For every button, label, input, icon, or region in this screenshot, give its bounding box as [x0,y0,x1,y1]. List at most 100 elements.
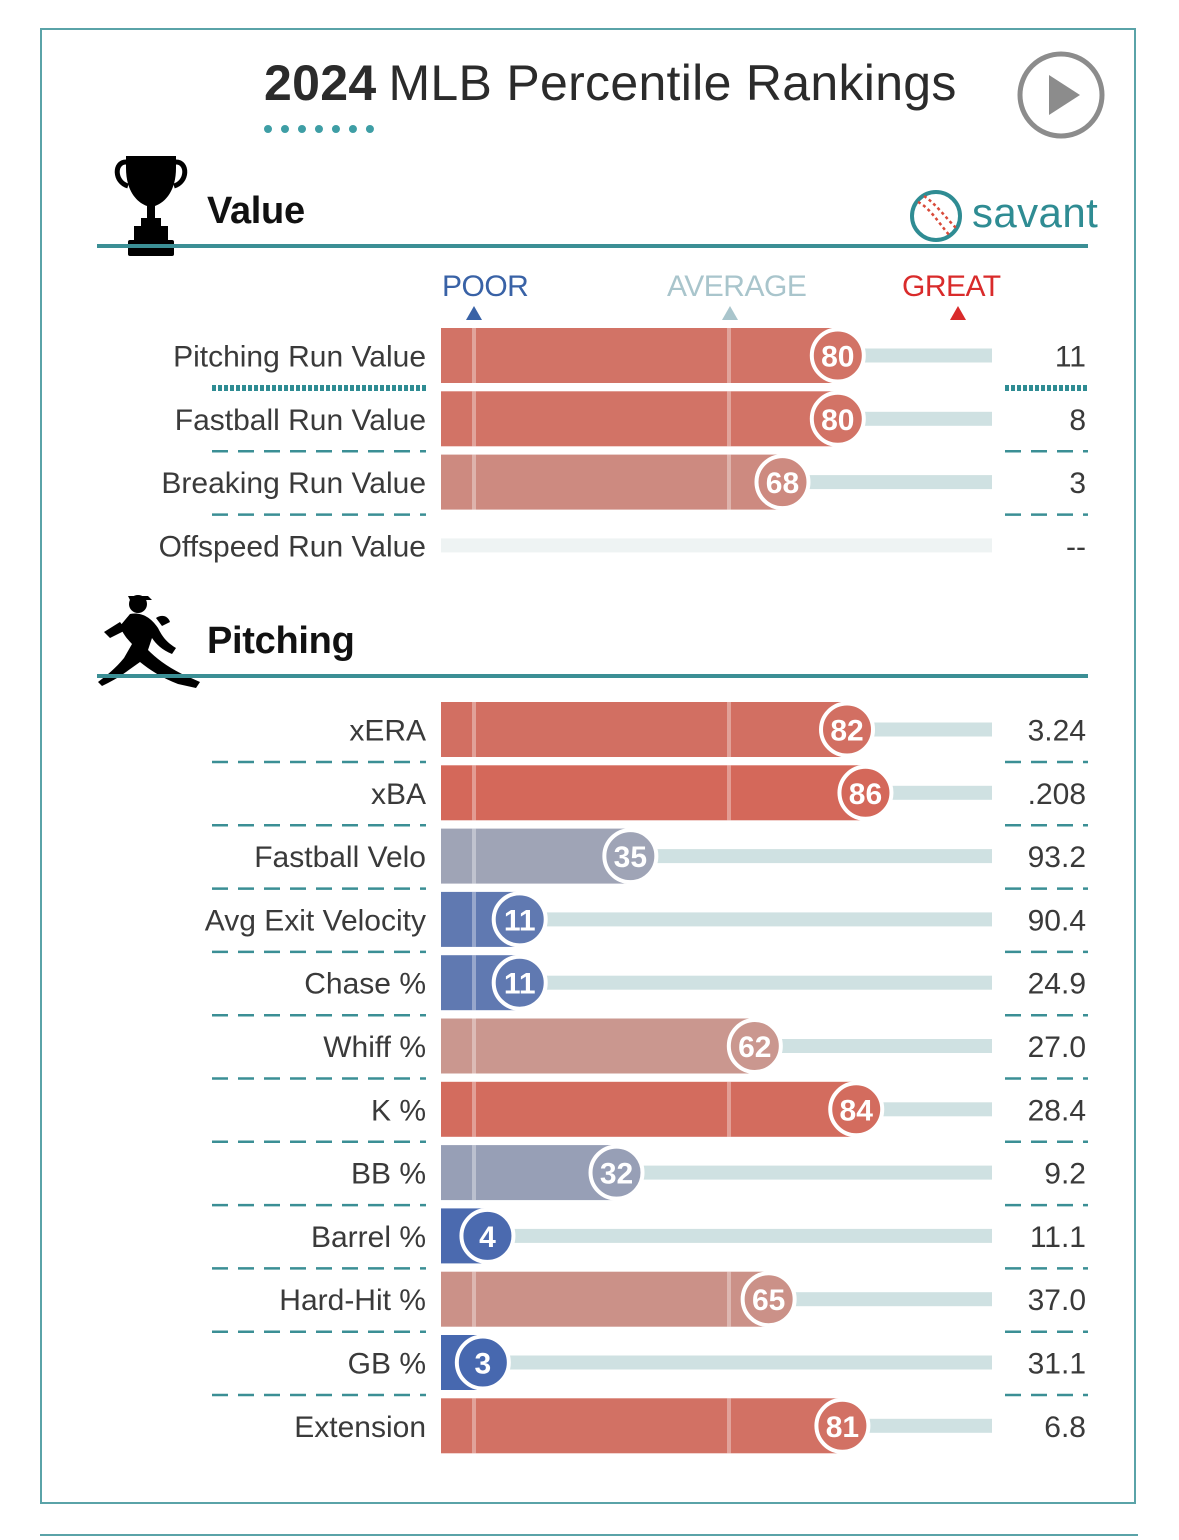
metric-value-k: 28.4 [1028,1094,1086,1127]
play-button[interactable] [1016,50,1106,140]
bar-xba[interactable] [441,765,866,821]
metric-label-avg-exit-velocity: Avg Exit Velocity [205,904,426,937]
metric-label-gb: GB % [348,1348,426,1381]
percentile-marker-breaking-run-value[interactable] [754,454,811,511]
percentile-label-hard-hit: 65 [752,1284,785,1317]
percentile-label-gb: 3 [474,1348,491,1381]
percentile-marker-xera[interactable] [819,701,876,758]
percentile-marker-pitching-run-value[interactable] [809,327,866,384]
metric-value-bb: 9.2 [1044,1158,1086,1191]
percentile-marker-fastball-run-value[interactable] [809,390,866,447]
title-year: 2024 [264,55,377,111]
bar-whiff[interactable] [441,1018,755,1074]
metric-value-barrel: 11.1 [1030,1221,1086,1254]
metric-value-fastball-velo: 93.2 [1028,841,1086,874]
percentile-marker-k[interactable] [828,1081,885,1138]
percentile-label-breaking-run-value: 68 [766,467,799,500]
track-xba [865,785,992,800]
track-chase [519,975,992,990]
bar-k[interactable] [441,1081,857,1137]
percentile-label-extension: 81 [826,1411,859,1444]
percentile-label-avg-exit-velocity: 11 [504,904,536,937]
percentile-marker-whiff[interactable] [726,1018,783,1074]
metric-label-k: K % [371,1094,426,1127]
percentile-label-xba: 86 [849,778,882,811]
bar-extension[interactable] [441,1398,843,1454]
metric-value-hard-hit: 37.0 [1028,1284,1086,1317]
bar-hard-hit[interactable] [441,1271,769,1327]
percentile-marker-xba[interactable] [837,764,894,821]
track-gb [482,1355,992,1370]
percentile-label-barrel: 4 [479,1221,496,1254]
percentile-label-bb: 32 [600,1158,633,1191]
percentile-marker-bb[interactable] [588,1144,645,1201]
bar-bb[interactable] [441,1145,617,1201]
percentile-label-whiff: 62 [738,1031,771,1064]
metric-label-pitching-run-value: Pitching Run Value [173,341,426,374]
metric-label-hard-hit: Hard-Hit % [279,1284,426,1317]
percentile-marker-extension[interactable] [814,1397,871,1454]
legend-poor: POOR [442,270,529,303]
metric-value-offspeed-run-value: -- [1066,530,1086,563]
percentile-marker-barrel[interactable] [459,1207,516,1264]
title-underline [264,125,374,133]
section-title-value: Value [207,190,305,232]
track-extension [842,1418,992,1433]
bottom-divider [40,1534,1138,1536]
metric-label-breaking-run-value: Breaking Run Value [161,467,426,500]
percentile-label-fastball-run-value: 80 [821,404,854,437]
section-title-pitching: Pitching [207,620,355,662]
percentile-marker-hard-hit[interactable] [740,1271,797,1328]
percentile-marker-avg-exit-velocity[interactable] [491,891,548,948]
metric-label-extension: Extension [294,1411,426,1444]
metric-value-gb: 31.1 [1028,1348,1086,1381]
pitcher-icon [98,595,200,688]
track-avg-exit-velocity [519,912,992,927]
bar-xera[interactable] [441,702,848,757]
track-fastball-run-value [837,411,992,426]
metric-value-extension: 6.8 [1044,1411,1086,1444]
percentile-marker-fastball-velo[interactable] [602,828,659,885]
legend-average-marker [722,306,738,320]
baseball-icon [910,190,962,242]
savant-logo[interactable]: savant [908,186,1098,244]
metric-value-whiff: 27.0 [1028,1031,1086,1064]
metric-value-xera: 3.24 [1028,715,1086,748]
metric-label-xba: xBA [371,778,426,811]
section-divider-value [97,244,1088,248]
percentile-label-k: 84 [840,1094,874,1127]
metric-label-bb: BB % [351,1158,426,1191]
track-pitching-run-value [837,348,992,363]
percentile-marker-chase[interactable] [491,954,548,1011]
metric-label-chase: Chase % [304,968,426,1001]
metric-label-fastball-run-value: Fastball Run Value [175,404,426,437]
title-text: MLB Percentile Rankings [388,55,957,111]
legend-great-marker [950,306,966,320]
percentile-label-xera: 82 [830,715,863,748]
legend-average: AVERAGE [667,270,807,303]
track-breaking-run-value [782,475,992,490]
metric-label-fastball-velo: Fastball Velo [254,841,426,874]
track-hard-hit [768,1292,992,1307]
metric-label-xera: xERA [349,715,426,748]
metric-value-breaking-run-value: 3 [1069,467,1086,500]
percentile-label-fastball-velo: 35 [614,841,647,874]
metric-value-pitching-run-value: 11 [1055,341,1086,374]
bar-fastball-run-value[interactable] [441,391,838,447]
bar-fastball-velo[interactable] [441,828,631,884]
bar-breaking-run-value[interactable] [441,454,783,510]
legend-poor-marker [466,306,482,320]
percentile-marker-gb[interactable] [454,1334,511,1391]
track-xera [847,722,992,737]
section-divider-pitching [97,674,1088,678]
metric-label-offspeed-run-value: Offspeed Run Value [159,530,426,563]
percentile-label-chase: 11 [504,968,536,1001]
empty-track-offspeed-run-value [441,538,992,553]
track-bb [616,1165,992,1180]
percentile-label-pitching-run-value: 80 [821,341,854,374]
bar-pitching-run-value[interactable] [441,328,838,383]
metric-value-chase: 24.9 [1028,968,1086,1001]
metric-value-fastball-run-value: 8 [1069,404,1086,437]
track-barrel [487,1228,992,1243]
